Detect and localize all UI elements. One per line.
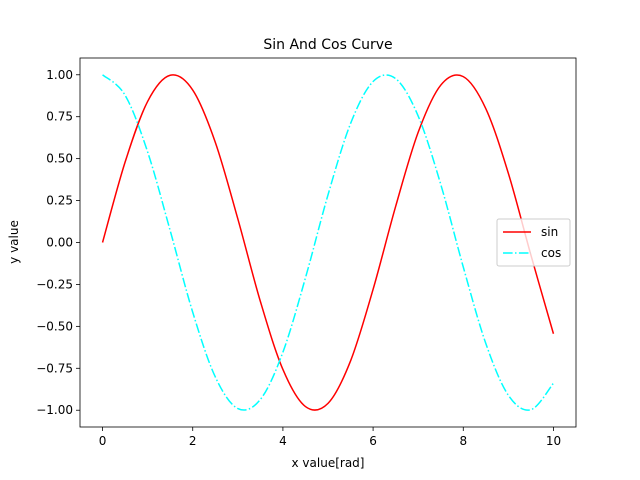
- y-tick-label: −1.00: [36, 403, 73, 417]
- x-tick-label: 6: [369, 434, 377, 448]
- y-tick-label: 0.75: [46, 110, 73, 124]
- x-tick-label: 8: [459, 434, 467, 448]
- y-axis-label: y value: [7, 220, 21, 264]
- legend-label-sin: sin: [541, 225, 558, 239]
- chart-title: Sin And Cos Curve: [263, 37, 392, 53]
- plot-area: 0 2 4 6 8 10 −1.00 −0.75 −0.50 −0.25 0.00 0.25 0.50 0…: [36, 57, 577, 448]
- y-tick-label: 0.00: [46, 236, 73, 250]
- x-tick-label: 10: [546, 434, 561, 448]
- legend-box: [496, 218, 571, 267]
- x-tick-label: 4: [279, 434, 287, 448]
- y-tick-label: −0.50: [36, 319, 73, 333]
- y-tick-label: −0.25: [36, 277, 73, 291]
- y-tick-label: −0.75: [36, 361, 73, 375]
- y-tick-label: 0.25: [46, 194, 73, 208]
- series-line-sin: [101, 74, 555, 411]
- series-line-cos: [102, 74, 555, 411]
- legend-label-cos: cos: [541, 246, 561, 260]
- x-tick-label: 2: [189, 434, 197, 448]
- x-axis-label: x value[rad]: [292, 456, 365, 470]
- y-tick-label: 1.00: [46, 68, 73, 82]
- y-tick-label: 0.50: [46, 152, 73, 166]
- x-tick-label: 0: [99, 434, 107, 448]
